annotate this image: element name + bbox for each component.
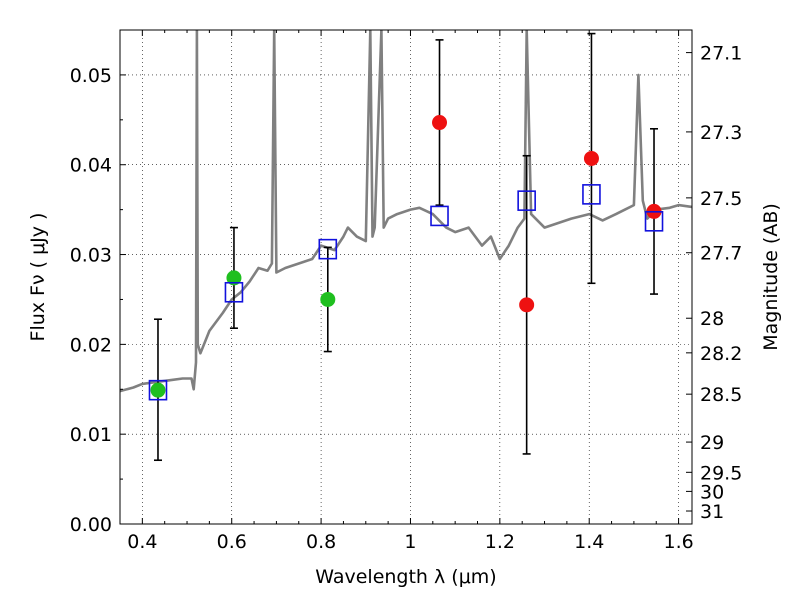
x-tick-label: 0.4	[127, 531, 157, 553]
photometry-point	[432, 115, 448, 131]
spectrum-line	[120, 30, 692, 393]
y-tick-label: 0.04	[70, 155, 112, 177]
axis-ticks	[119, 30, 692, 525]
y2-tick-label: 27.3	[700, 122, 742, 144]
y-tick-label: 0.02	[70, 334, 112, 356]
y2-tick-label: 31	[700, 501, 724, 523]
plot-frame	[119, 29, 693, 525]
y2-tick-label: 28.2	[700, 343, 742, 365]
x-axis-label: Wavelength λ (μm)	[315, 566, 496, 588]
x-tick-label: 0.8	[306, 531, 336, 553]
y-tick-label: 0.01	[70, 424, 112, 446]
y2-tick-label: 29.5	[700, 462, 742, 484]
model-point	[318, 238, 338, 260]
tick-labels: 0.4 0.6 0.8 1 1.2 1.4 1.6 0.00 0.01 0.02 0.03 0.04 0…	[70, 43, 743, 553]
y2-tick-label: 27.7	[700, 243, 742, 265]
model-point	[644, 211, 664, 232]
gridlines	[120, 30, 692, 524]
y2-axis-label: Magnitude (AB)	[760, 203, 782, 351]
photometry-point	[320, 291, 336, 307]
error-bars	[153, 32, 659, 462]
model-point	[517, 190, 536, 211]
y-tick-label: 0.03	[70, 245, 112, 267]
x-tick-label: 1.2	[485, 531, 515, 553]
model-point	[582, 184, 601, 205]
y2-tick-label: 27.1	[700, 43, 742, 65]
photometry-point	[583, 150, 599, 166]
y2-tick-label: 29	[700, 432, 724, 454]
y-tick-label: 0.05	[70, 65, 112, 87]
x-tick-label: 1.4	[574, 531, 604, 553]
model-point	[224, 281, 244, 303]
data-markers	[148, 115, 664, 401]
x-tick-label: 0.6	[217, 531, 247, 553]
y-tick-label: 0.00	[70, 514, 112, 536]
y2-tick-label: 28	[700, 308, 724, 330]
y2-tick-label: 27.5	[700, 188, 742, 210]
photometry-point	[150, 382, 166, 398]
y-axis-label: Flux Fν ( μJy )	[27, 213, 49, 342]
x-tick-label: 1	[404, 531, 416, 553]
photometry-point	[519, 297, 535, 313]
model-point	[148, 379, 168, 401]
x-tick-label: 1.6	[663, 531, 693, 553]
model-point	[430, 205, 449, 227]
photometry-point	[226, 270, 242, 286]
model-spectrum	[120, 30, 692, 393]
y2-tick-label: 28.5	[700, 384, 742, 406]
y2-tick-label: 30	[700, 481, 724, 503]
